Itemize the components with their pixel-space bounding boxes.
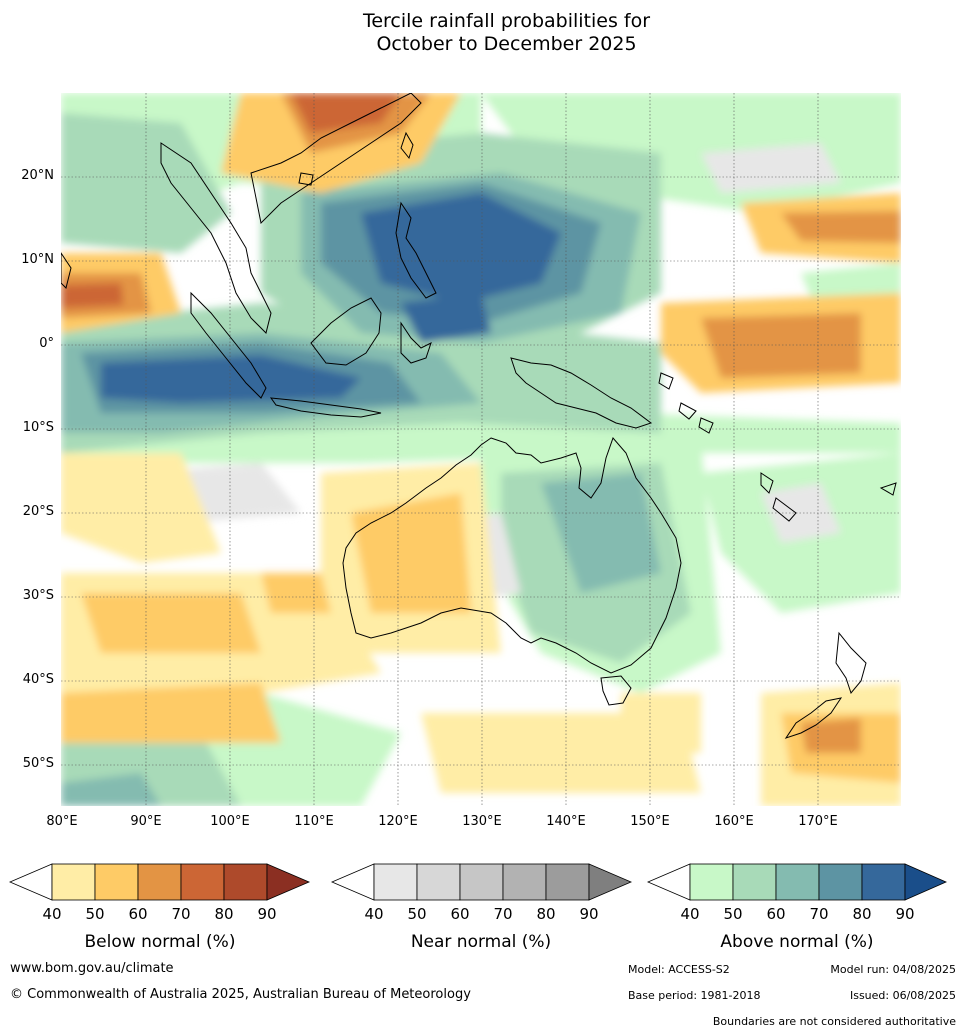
below-tick-50: 50 (85, 905, 105, 923)
below-tick-90: 90 (257, 905, 277, 923)
below-swatch-5 (223, 863, 268, 901)
lon-label-120e: 120°E (378, 814, 418, 829)
below-tick-60: 60 (128, 905, 148, 923)
lat-label-10n: 10°N (21, 252, 54, 267)
lon-label-170e: 170°E (798, 814, 838, 829)
map-title: Tercile rainfall probabilities for Octob… (0, 10, 965, 56)
lat-label-0: 0° (39, 336, 54, 351)
lon-label-160e: 160°E (714, 814, 754, 829)
above-swatch-6 (904, 863, 947, 901)
near-swatch-5 (545, 863, 590, 901)
title-line-1: Tercile rainfall probabilities for (362, 10, 651, 32)
near-swatch-6 (588, 863, 633, 901)
lon-label-100e: 100°E (210, 814, 250, 829)
lon-label-90e: 90°E (130, 814, 162, 829)
near-tick-90: 90 (579, 905, 599, 923)
above-swatch-3 (775, 863, 820, 901)
lon-label-110e: 110°E (294, 814, 334, 829)
near-swatch-3 (459, 863, 504, 901)
base-period: Base period: 1981-2018 (628, 989, 761, 1002)
above-legend-title: Above normal (%) (720, 932, 874, 952)
lon-label-150e: 150°E (630, 814, 670, 829)
lat-label-20n: 20°N (21, 168, 54, 183)
website-link[interactable]: www.bom.gov.au/climate (10, 961, 174, 976)
above-tick-50: 50 (723, 905, 743, 923)
boundaries-disclaimer: Boundaries are not considered authoritat… (712, 1015, 956, 1028)
below-tick-80: 80 (214, 905, 234, 923)
model-run-date: Model run: 04/08/2025 (830, 963, 956, 976)
below-swatch-6 (266, 863, 311, 901)
lat-label-40s: 40°S (22, 672, 54, 687)
near-tick-60: 60 (450, 905, 470, 923)
above-tick-90: 90 (895, 905, 915, 923)
above-tick-70: 70 (809, 905, 829, 923)
above-swatch-5 (861, 863, 906, 901)
near-tick-40: 40 (364, 905, 384, 923)
above-swatch-1 (689, 863, 734, 901)
below-swatch-1 (51, 863, 96, 901)
lat-label-20s: 20°S (22, 504, 54, 519)
below-swatch-4 (180, 863, 225, 901)
above-tick-60: 60 (766, 905, 786, 923)
near-swatch-2 (416, 863, 461, 901)
below-swatch-2 (94, 863, 139, 901)
lat-label-10s: 10°S (22, 420, 54, 435)
below-normal-colorbar (8, 862, 311, 902)
near-swatch-1 (373, 863, 418, 901)
rainfall-probability-map (61, 93, 901, 806)
above-swatch-2 (732, 863, 777, 901)
below-legend-title: Below normal (%) (84, 932, 236, 952)
above-tick-80: 80 (852, 905, 872, 923)
lat-label-50s: 50°S (22, 756, 54, 771)
near-normal-colorbar (330, 862, 633, 902)
above-normal-colorbar (646, 862, 948, 902)
near-tick-80: 80 (536, 905, 556, 923)
near-tick-50: 50 (407, 905, 427, 923)
model-name: Model: ACCESS-S2 (628, 963, 730, 976)
lon-label-80e: 80°E (46, 814, 78, 829)
title-line-2: October to December 2025 (376, 33, 637, 55)
issued-date: Issued: 06/08/2025 (849, 989, 956, 1002)
lat-label-30s: 30°S (22, 588, 54, 603)
below-tick-40: 40 (42, 905, 62, 923)
copyright-notice: © Commonwealth of Australia 2025, Austra… (10, 987, 471, 1002)
near-swatch-4 (502, 863, 547, 901)
lon-label-130e: 130°E (462, 814, 502, 829)
above-tick-40: 40 (680, 905, 700, 923)
near-legend-title: Near normal (%) (410, 932, 552, 952)
below-swatch-3 (137, 863, 182, 901)
lon-label-140e: 140°E (546, 814, 586, 829)
below-tick-70: 70 (171, 905, 191, 923)
near-tick-70: 70 (493, 905, 513, 923)
above-swatch-4 (818, 863, 863, 901)
